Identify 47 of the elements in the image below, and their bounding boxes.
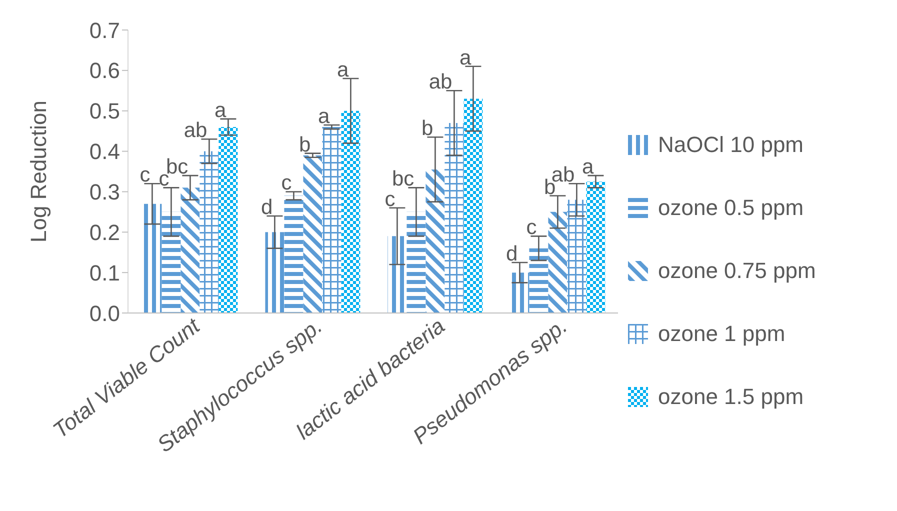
legend-label: NaOCl 10 ppm [658, 132, 804, 158]
y-tick-label: 0.5 [89, 98, 120, 124]
bar [548, 212, 568, 313]
data-label: a [214, 98, 227, 122]
data-label: a [460, 46, 472, 70]
legend-label: ozone 1 ppm [658, 320, 786, 346]
bar [265, 232, 284, 313]
bar [180, 188, 200, 313]
bar [464, 98, 483, 313]
bar [586, 182, 606, 313]
data-label: c [140, 164, 150, 187]
data-label: ab [184, 119, 208, 142]
bar [567, 200, 586, 313]
bar [218, 127, 238, 313]
data-label: d [261, 196, 273, 219]
legend-label: ozone 0.75 ppm [658, 258, 816, 284]
data-label: a [337, 58, 350, 82]
y-axis-title: Log Reduction [26, 100, 51, 242]
y-tick-label: 0.7 [89, 18, 120, 43]
y-tick-label: 0.6 [89, 58, 120, 84]
data-label: d [506, 242, 518, 266]
y-tick-label: 0.0 [89, 300, 120, 326]
data-label: c [526, 216, 537, 240]
y-tick-label: 0.2 [89, 220, 120, 245]
legend-label: ozone 0.5 ppm [658, 194, 804, 220]
data-label: c [281, 172, 292, 195]
bar [406, 212, 426, 313]
data-label: a [318, 105, 330, 128]
bar [142, 204, 162, 313]
data-label: ab [428, 70, 452, 94]
data-label: a [582, 156, 594, 179]
bar [341, 110, 360, 313]
legend-label: ozone 1.5 ppm [658, 384, 804, 410]
y-tick-label: 0.3 [89, 180, 120, 205]
bar [529, 248, 548, 313]
bar [444, 122, 464, 313]
bar [284, 196, 304, 313]
data-label: b [422, 117, 434, 140]
y-tick-label: 0.4 [89, 139, 120, 164]
y-tick-label: 0.1 [89, 260, 120, 286]
bar [162, 212, 181, 313]
bar [426, 169, 445, 313]
bar [510, 272, 530, 313]
data-label: b [299, 133, 311, 156]
bar [322, 127, 342, 313]
bar [303, 155, 322, 313]
bar [200, 151, 219, 313]
